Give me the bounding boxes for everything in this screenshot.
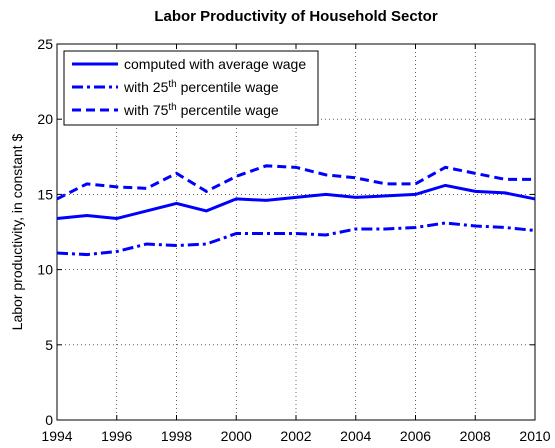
y-tick-label: 25 xyxy=(37,36,53,52)
y-tick-label: 0 xyxy=(45,412,53,428)
plot-frame xyxy=(56,43,536,421)
x-tick-label: 1998 xyxy=(161,428,192,444)
y-tick-label: 5 xyxy=(45,337,53,353)
y-tick-label: 20 xyxy=(37,111,53,127)
x-tick-label: 2002 xyxy=(280,428,311,444)
chart-title: Labor Productivity of Household Sector xyxy=(154,8,438,25)
legend-label: with 75th percentile wage xyxy=(123,102,279,118)
legend-label: with 25th percentile wage xyxy=(123,79,279,95)
x-tick-label: 2000 xyxy=(221,428,252,444)
y-tick-label: 10 xyxy=(37,262,53,278)
x-tick-label: 2004 xyxy=(340,428,371,444)
series-line xyxy=(56,183,536,220)
x-tick-label: 2008 xyxy=(460,428,491,444)
y-tick-label: 15 xyxy=(37,186,53,202)
x-tick-label: 2006 xyxy=(400,428,431,444)
x-tick-label: 2010 xyxy=(519,428,550,444)
series-line xyxy=(56,221,536,257)
series-line xyxy=(56,164,535,201)
legend-label: computed with average wage xyxy=(124,56,306,72)
x-tick-label: 1996 xyxy=(101,428,132,444)
y-axis-label: Labor productivity, in constant $ xyxy=(9,133,25,330)
x-tick-label: 1994 xyxy=(41,428,72,444)
